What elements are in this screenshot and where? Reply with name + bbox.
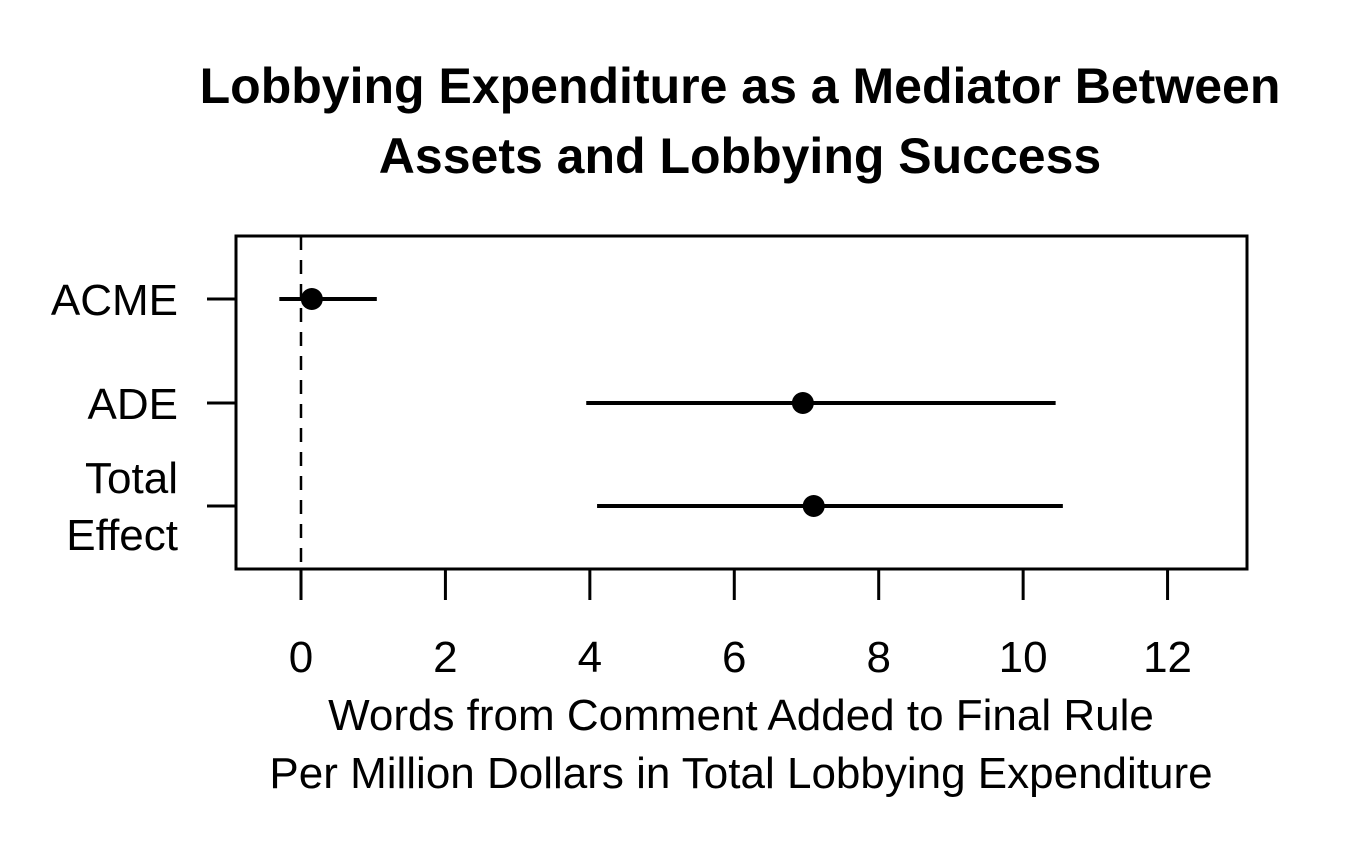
x-tick-label-6: 6: [722, 633, 746, 682]
x-axis-label-line-1: Words from Comment Added to Final Rule: [328, 691, 1154, 740]
x-tick-label-4: 4: [578, 633, 602, 682]
x-tick-label-0: 0: [289, 633, 313, 682]
point-estimate-total-effect: [802, 495, 825, 517]
x-axis-label-line-2: Per Million Dollars in Total Lobbying Ex…: [269, 749, 1212, 798]
chart-title-line-1: Lobbying Expenditure as a Mediator Betwe…: [200, 58, 1281, 114]
x-tick-label-2: 2: [433, 633, 457, 682]
row-label-ade-0: ADE: [88, 380, 178, 429]
x-tick-label-12: 12: [1143, 633, 1192, 682]
point-estimate-ade: [791, 392, 814, 414]
x-tick-label-10: 10: [999, 633, 1048, 682]
x-tick-label-8: 8: [866, 633, 890, 682]
row-label-acme-0: ACME: [51, 276, 178, 325]
row-label-total-effect-0: Total: [85, 454, 178, 503]
chart-title-line-2: Assets and Lobbying Success: [379, 128, 1101, 184]
point-estimate-acme: [300, 288, 323, 310]
row-label-total-effect-1: Effect: [66, 511, 178, 560]
